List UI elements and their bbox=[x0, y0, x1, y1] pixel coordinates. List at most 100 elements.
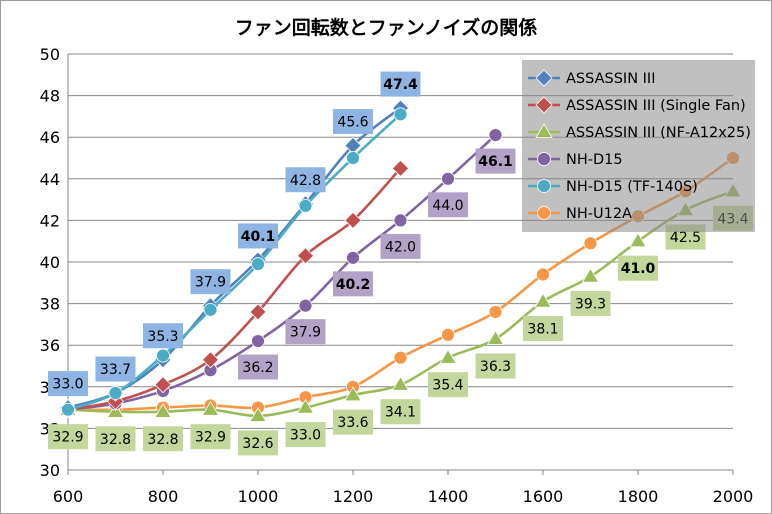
data-label-text: 42.8 bbox=[290, 173, 321, 189]
legend-label: ASSASSIN III bbox=[566, 71, 656, 87]
data-label-box bbox=[333, 271, 373, 297]
data-point bbox=[251, 257, 265, 271]
data-point bbox=[537, 179, 551, 193]
legend-box bbox=[522, 60, 755, 232]
x-tick-label: 2000 bbox=[713, 487, 754, 506]
data-label-box bbox=[285, 167, 326, 193]
data-label: 35.3 bbox=[143, 323, 183, 349]
data-label-box bbox=[380, 71, 421, 97]
data-point bbox=[106, 402, 125, 418]
data-label-text: 47.4 bbox=[383, 77, 418, 93]
data-point bbox=[439, 348, 457, 364]
data-label-box bbox=[48, 371, 88, 397]
data-point bbox=[201, 400, 220, 416]
legend-label: NH-D15 bbox=[566, 152, 623, 168]
data-label-text: 32.9 bbox=[52, 430, 83, 446]
data-label-box bbox=[475, 353, 516, 379]
legend-item: NH-D15 (TF-140S) bbox=[528, 179, 698, 195]
data-label: 46.1 bbox=[475, 148, 516, 174]
data-point bbox=[488, 305, 503, 319]
x-tick-label: 1000 bbox=[238, 487, 279, 506]
legend-label: NH-D15 (TF-140S) bbox=[566, 179, 698, 195]
data-point bbox=[393, 350, 408, 365]
data-label: 44.0 bbox=[428, 192, 468, 218]
legend-label: NH-U12A bbox=[566, 206, 632, 222]
y-tick-label: 50 bbox=[40, 45, 60, 64]
data-label-text: 45.6 bbox=[337, 115, 368, 131]
data-label: 41.0 bbox=[618, 255, 658, 281]
x-tick-label: 1600 bbox=[523, 487, 564, 506]
data-label: 33.0 bbox=[48, 371, 88, 397]
data-label: 38.1 bbox=[523, 316, 563, 342]
data-label-box bbox=[238, 430, 278, 456]
data-point bbox=[298, 198, 313, 213]
data-point bbox=[249, 303, 267, 321]
data-point bbox=[249, 407, 267, 422]
data-point bbox=[486, 330, 505, 345]
data-point bbox=[393, 213, 408, 228]
legend-label: ASSASSIN III (Single Fan) bbox=[566, 98, 746, 114]
data-label-box bbox=[48, 424, 88, 450]
data-label: 33.7 bbox=[95, 356, 136, 382]
data-label-box bbox=[285, 319, 326, 345]
data-label: 36.2 bbox=[238, 354, 278, 380]
data-label-text: 32.8 bbox=[100, 432, 131, 448]
data-point bbox=[154, 376, 172, 394]
data-point bbox=[488, 128, 503, 143]
data-label: 42.8 bbox=[285, 167, 326, 193]
data-point bbox=[534, 292, 552, 308]
data-label-box bbox=[570, 291, 611, 317]
legend-item: ASSASSIN III (NF-A12x25) bbox=[528, 123, 751, 141]
data-label: 32.6 bbox=[238, 430, 278, 456]
x-tick-label: 1200 bbox=[333, 487, 374, 506]
data-point bbox=[108, 386, 123, 400]
data-label-box bbox=[380, 233, 421, 259]
data-label: 32.9 bbox=[48, 424, 88, 450]
data-point bbox=[201, 351, 220, 369]
data-label-box bbox=[523, 316, 563, 342]
data-label: 35.4 bbox=[428, 372, 468, 398]
data-point bbox=[344, 211, 362, 229]
data-label-text: 35.3 bbox=[147, 329, 178, 345]
y-tick-label: 48 bbox=[40, 87, 60, 106]
data-label-box bbox=[95, 356, 136, 382]
data-label: 36.3 bbox=[475, 353, 516, 379]
data-label-text: 46.1 bbox=[478, 154, 513, 170]
data-label-text: 38.1 bbox=[527, 322, 558, 338]
data-label: 42.0 bbox=[380, 233, 421, 259]
data-point bbox=[344, 386, 362, 402]
y-tick-label: 30 bbox=[40, 461, 60, 480]
data-point bbox=[441, 327, 455, 342]
data-label-text: 32.9 bbox=[195, 430, 226, 446]
series-nh-d15-tf-140s bbox=[61, 107, 408, 417]
data-point bbox=[441, 171, 455, 186]
y-tick-label: 36 bbox=[40, 336, 60, 355]
y-tick-label: 40 bbox=[40, 253, 60, 272]
data-label-text: 33.6 bbox=[337, 415, 368, 431]
data-label-text: 35.4 bbox=[432, 378, 463, 394]
data-point bbox=[391, 159, 410, 177]
x-tick-label: 600 bbox=[53, 487, 84, 506]
data-point bbox=[346, 151, 360, 165]
y-tick-label: 42 bbox=[40, 211, 60, 230]
data-label: 33.0 bbox=[285, 422, 326, 448]
data-point bbox=[296, 398, 315, 414]
data-label: 32.8 bbox=[143, 426, 183, 452]
data-point bbox=[203, 302, 218, 317]
data-label-box bbox=[95, 426, 136, 452]
data-label-text: 36.3 bbox=[480, 359, 511, 375]
data-label-text: 42.5 bbox=[670, 230, 701, 246]
data-label-box bbox=[428, 192, 468, 218]
data-point bbox=[536, 267, 550, 282]
data-point bbox=[391, 375, 410, 391]
chart-title: ファン回転数とファンノイズの関係 bbox=[235, 16, 537, 39]
data-label-box bbox=[380, 399, 421, 425]
data-point bbox=[583, 236, 598, 251]
data-point bbox=[61, 402, 75, 417]
data-label-text: 33.7 bbox=[100, 362, 131, 378]
data-point bbox=[296, 247, 315, 265]
data-label-box bbox=[190, 424, 231, 450]
data-label-text: 41.0 bbox=[621, 261, 656, 277]
